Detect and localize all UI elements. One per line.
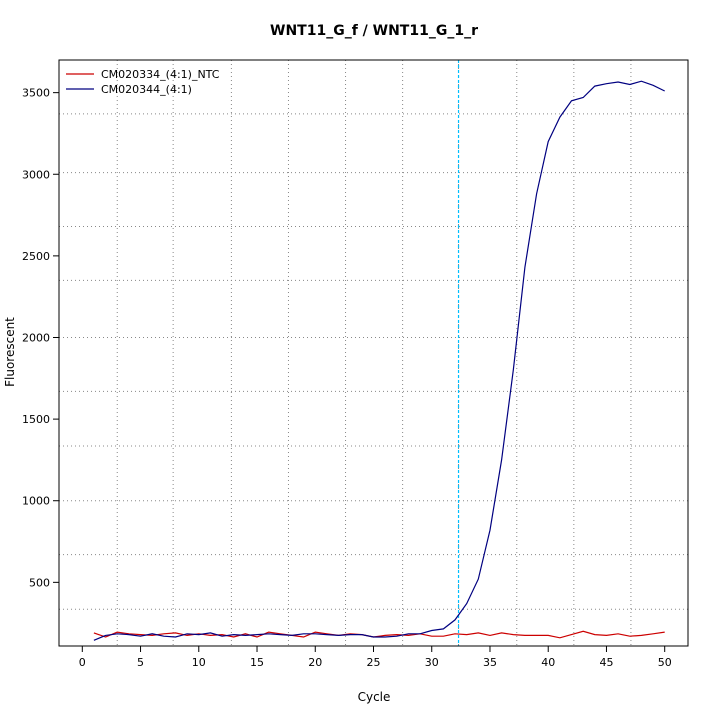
x-tick-label: 45 [599, 656, 613, 669]
x-axis: 0 5 10 15 20 25 30 35 40 45 50 [79, 645, 672, 669]
chart-title: WNT11_G_f / WNT11_G_1_r [270, 23, 478, 39]
x-tick-label: 30 [425, 656, 439, 669]
y-tick-label: 3500 [22, 87, 50, 100]
y-tick-label: 3000 [22, 168, 50, 181]
x-tick-label: 40 [541, 656, 555, 669]
x-tick-label: 25 [367, 656, 381, 669]
y-axis-label: Fluorescent [3, 317, 17, 387]
series-line-2 [93, 80, 665, 641]
series-layer [93, 80, 665, 641]
legend: CM020334_(4:1)_NTC CM020344_(4:1) [66, 68, 220, 96]
legend-label: CM020334_(4:1)_NTC [101, 68, 220, 81]
series-line-1 [93, 630, 665, 639]
x-tick-label: 15 [250, 656, 264, 669]
y-tick-label: 1000 [22, 495, 50, 508]
x-tick-label: 5 [137, 656, 144, 669]
y-tick-label: 500 [29, 576, 50, 589]
y-tick-label: 2500 [22, 250, 50, 263]
y-tick-label: 2000 [22, 331, 50, 344]
plot-frame [58, 59, 689, 647]
x-tick-label: 20 [308, 656, 322, 669]
x-tick-label: 50 [658, 656, 672, 669]
y-tick-label: 1500 [22, 413, 50, 426]
legend-label: CM020344_(4:1) [101, 83, 192, 96]
x-axis-label: Cycle [358, 690, 391, 704]
x-tick-label: 35 [483, 656, 497, 669]
x-tick-label: 0 [79, 656, 86, 669]
y-axis: 500 1000 1500 2000 2500 3000 3500 [22, 87, 59, 589]
grid-lines [59, 60, 688, 646]
x-tick-label: 10 [192, 656, 206, 669]
